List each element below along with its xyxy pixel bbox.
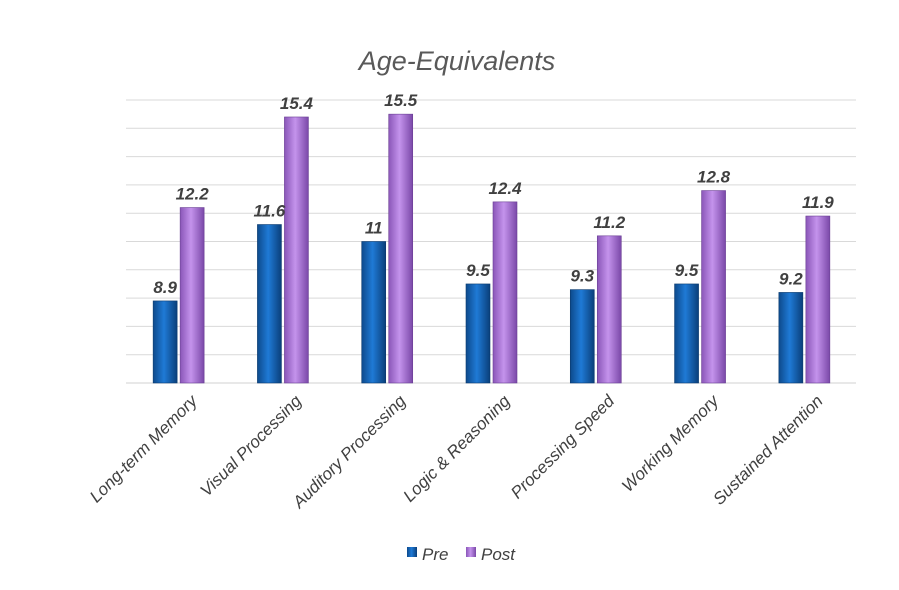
data-label-post: 12.2 bbox=[176, 185, 210, 204]
bar-post bbox=[388, 113, 414, 384]
bar-pre bbox=[778, 292, 804, 384]
legend-swatch-pre bbox=[407, 547, 417, 557]
data-label-pre: 9.3 bbox=[570, 267, 594, 286]
gridlines bbox=[126, 99, 856, 384]
legend-swatch-post bbox=[466, 547, 476, 557]
bar-pre bbox=[674, 283, 699, 384]
bar-post bbox=[701, 190, 726, 384]
bars bbox=[152, 113, 831, 384]
category-label: Logic & Reasoning bbox=[399, 391, 514, 506]
category-label: Sustained Attention bbox=[709, 391, 826, 508]
data-label-pre: 11 bbox=[365, 219, 383, 238]
bar-pre bbox=[361, 241, 387, 384]
bar-post bbox=[492, 201, 518, 384]
data-label-post: 15.5 bbox=[384, 91, 418, 110]
data-label-pre: 8.9 bbox=[153, 278, 177, 297]
bar-pre bbox=[465, 283, 491, 384]
data-label-post: 12.8 bbox=[697, 168, 731, 187]
data-label-pre: 11.6 bbox=[254, 202, 286, 221]
bar-pre bbox=[569, 289, 595, 384]
data-label-post: 12.4 bbox=[488, 179, 522, 198]
data-label-pre: 9.5 bbox=[675, 261, 699, 280]
bar-post bbox=[284, 116, 309, 384]
legend-label-pre: Pre bbox=[422, 545, 448, 564]
category-label: Visual Processing bbox=[196, 391, 305, 500]
bar-pre bbox=[152, 300, 178, 384]
data-label-post: 11.9 bbox=[802, 193, 834, 212]
data-labels: 8.9 12.2 11.6 15.4 11 15.5 9.5 12.4 9.3 11.2 9.5 12… bbox=[153, 91, 834, 297]
data-label-post: 15.4 bbox=[280, 94, 314, 113]
bar-post bbox=[805, 215, 831, 384]
legend-label-post: Post bbox=[481, 545, 516, 564]
data-label-post: 11.2 bbox=[593, 213, 625, 232]
chart-title: Age-Equivalents bbox=[357, 46, 556, 76]
data-label-pre: 9.2 bbox=[779, 269, 803, 288]
bar-post bbox=[179, 207, 205, 384]
category-label: Working Memory bbox=[618, 390, 723, 495]
category-label: Auditory Processing bbox=[288, 391, 409, 512]
bar-pre bbox=[257, 224, 282, 384]
bar-post bbox=[596, 235, 622, 384]
data-label-pre: 9.5 bbox=[466, 261, 490, 280]
legend: Pre Post bbox=[407, 545, 516, 564]
category-label: Long-term Memory bbox=[86, 390, 202, 506]
category-label: Processing Speed bbox=[507, 391, 618, 502]
